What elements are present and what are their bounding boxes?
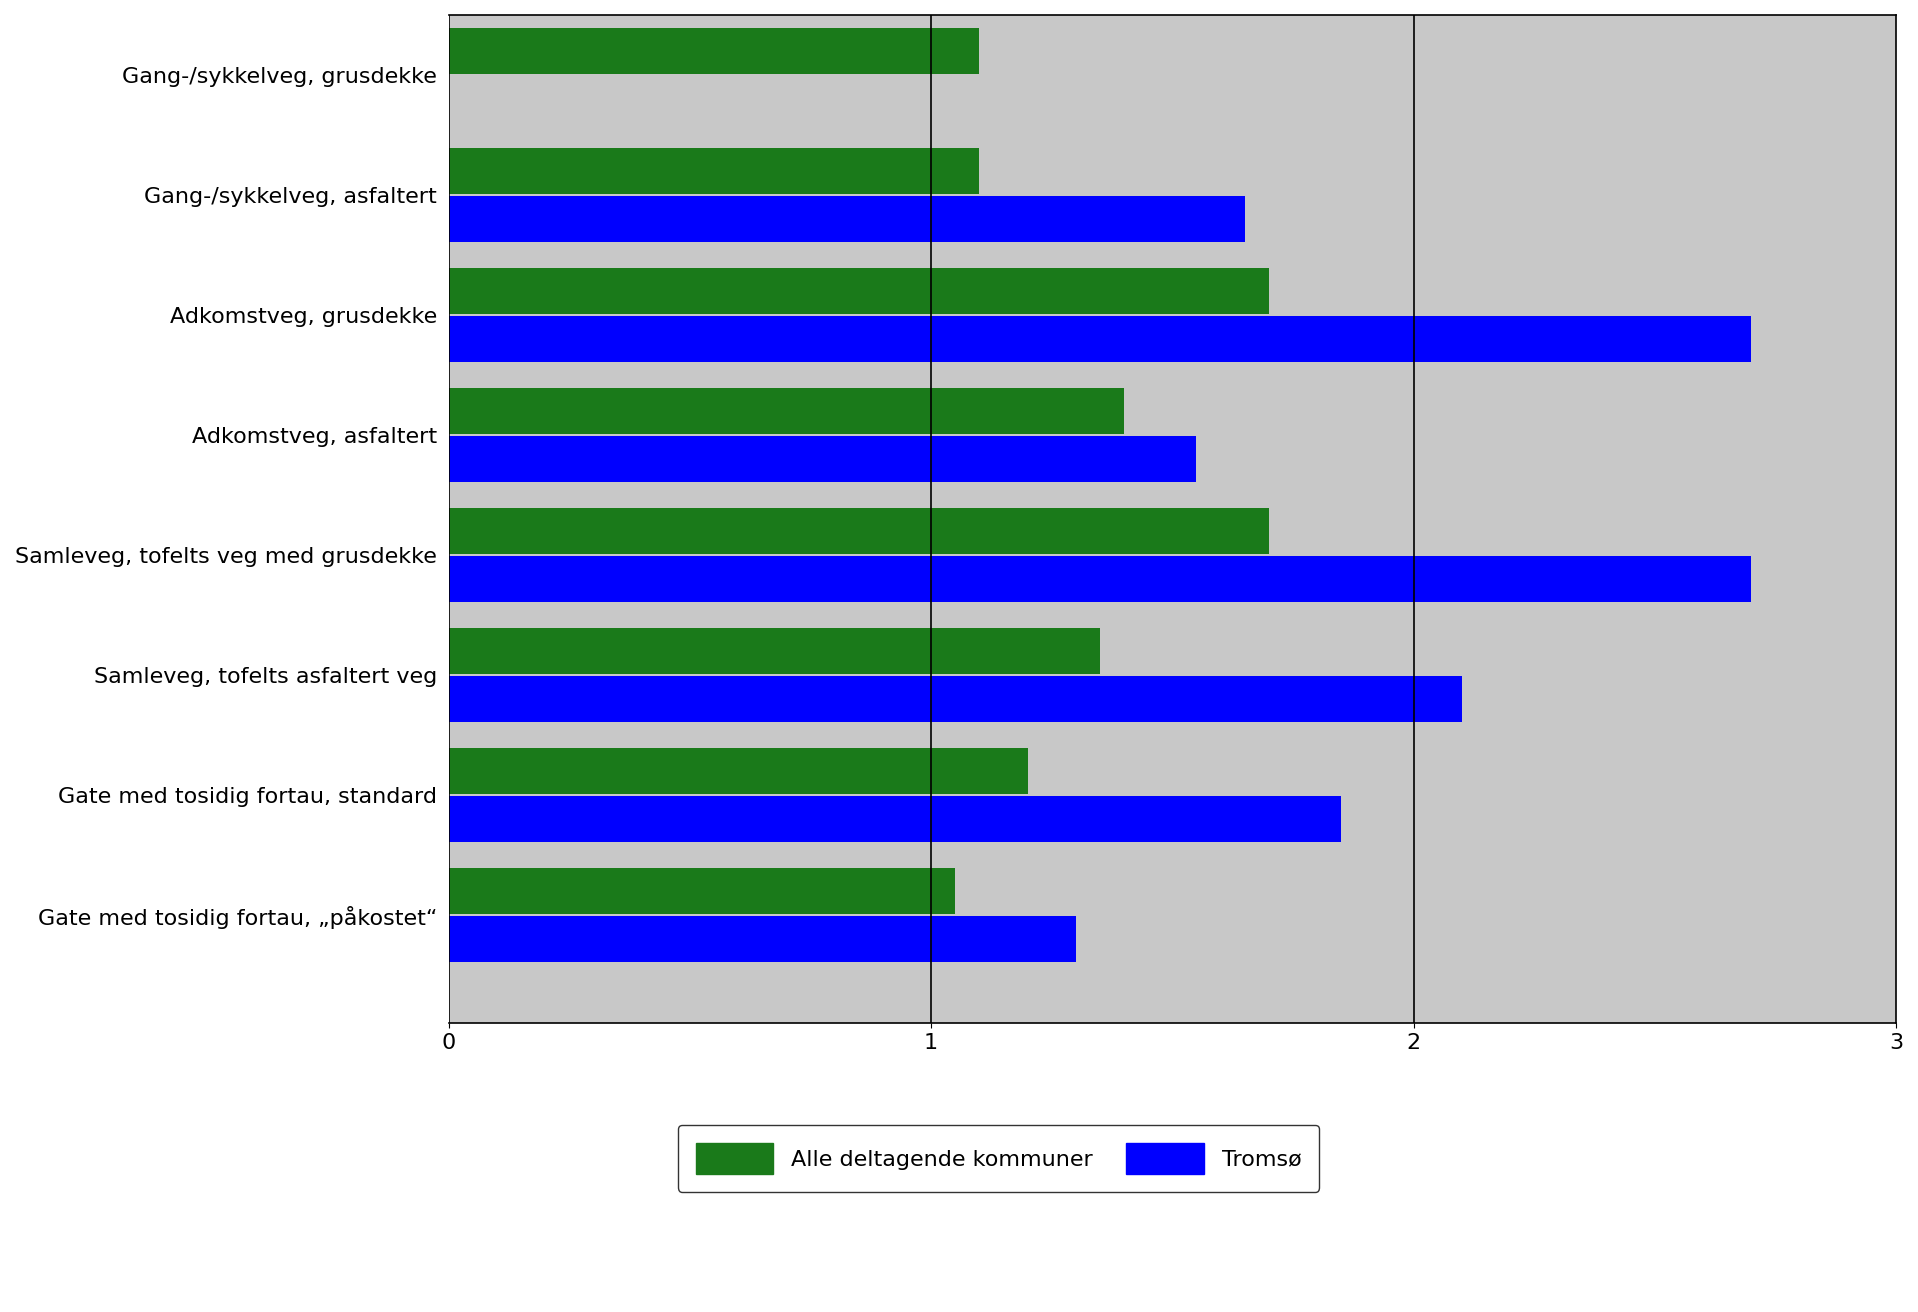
Bar [449,316,1751,362]
Bar [449,508,1270,554]
Bar [449,676,1462,722]
Bar [449,556,1751,602]
Bar [449,628,1099,674]
Bar [449,197,1245,241]
Bar [449,28,980,73]
Bar [449,436,1197,482]
Bar [449,388,1124,434]
Bar [449,748,1028,794]
Bar [449,148,980,194]
Bar [449,916,1076,962]
Bar [449,796,1341,842]
Legend: Alle deltagende kommuner, Tromsø: Alle deltagende kommuner, Tromsø [677,1124,1320,1191]
Bar [449,268,1270,314]
Bar [449,869,955,913]
